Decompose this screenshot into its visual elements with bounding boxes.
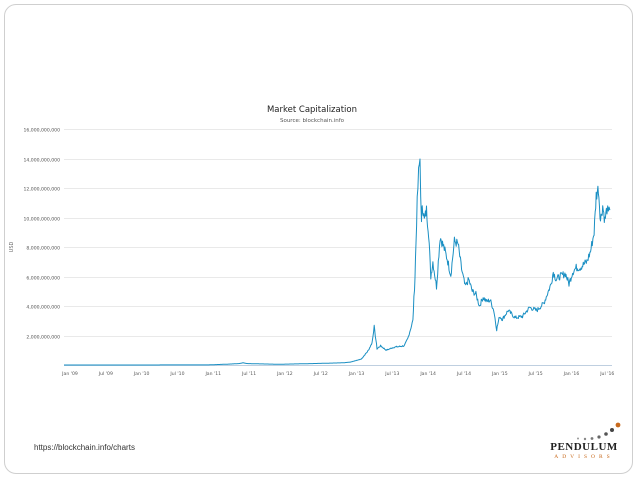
x-tick-label: Jul '12 bbox=[313, 371, 328, 377]
market-cap-series-line bbox=[64, 158, 611, 366]
brand-subtitle: ADVISORS bbox=[554, 454, 614, 460]
y-tick-label: 2,000,000,000 bbox=[26, 335, 60, 341]
brand-block: PENDULUM ADVISORS bbox=[540, 420, 630, 468]
y-tick-label: 6,000,000,000 bbox=[26, 276, 60, 282]
y-tick-label: 10,000,000,000 bbox=[23, 217, 60, 223]
slide-frame bbox=[4, 4, 633, 474]
y-tick-label: 8,000,000,000 bbox=[26, 246, 60, 252]
brand-name: PENDULUM bbox=[550, 441, 618, 453]
x-tick-label: Jan '16 bbox=[563, 371, 580, 377]
y-tick-label: 4,000,000,000 bbox=[26, 305, 60, 311]
x-tick-label: Jul '11 bbox=[241, 371, 256, 377]
chart-subtitle: Source: blockchain.info bbox=[280, 118, 345, 124]
x-tick-label: Jul '14 bbox=[456, 371, 471, 377]
x-tick-label: Jan '09 bbox=[61, 371, 78, 377]
x-tick-label: Jan '13 bbox=[348, 371, 365, 377]
y-tick-labels: 2,000,000,000 4,000,000,000 6,000,000,000 8… bbox=[23, 128, 60, 341]
series-group bbox=[64, 158, 611, 366]
source-link[interactable]: https://blockchain.info/charts bbox=[34, 443, 135, 452]
y-axis-label: USD bbox=[9, 242, 15, 253]
x-tick-labels: Jan '09 Jul '09 Jan '10 Jul '10 Jan '11 Jul '… bbox=[61, 371, 614, 377]
x-tick-label: Jan '11 bbox=[204, 371, 221, 377]
y-tick-label: 16,000,000,000 bbox=[23, 128, 60, 134]
pendulum-dots-logo-icon bbox=[577, 422, 621, 441]
x-tick-label: Jul '13 bbox=[384, 371, 399, 377]
x-tick-label: Jan '15 bbox=[491, 371, 508, 377]
x-tick-label: Jul '09 bbox=[98, 371, 113, 377]
chart-title: Market Capitalization bbox=[267, 105, 357, 115]
x-tick-label: Jan '14 bbox=[419, 371, 436, 377]
x-tick-label: Jul '16 bbox=[599, 371, 614, 377]
x-tick-label: Jan '12 bbox=[276, 371, 293, 377]
x-tick-label: Jul '15 bbox=[528, 371, 543, 377]
y-tick-label: 14,000,000,000 bbox=[23, 158, 60, 164]
x-tick-label: Jul '10 bbox=[169, 371, 184, 377]
x-tick-label: Jan '10 bbox=[133, 371, 150, 377]
grid-lines bbox=[64, 129, 612, 337]
y-tick-label: 12,000,000,000 bbox=[23, 187, 60, 193]
